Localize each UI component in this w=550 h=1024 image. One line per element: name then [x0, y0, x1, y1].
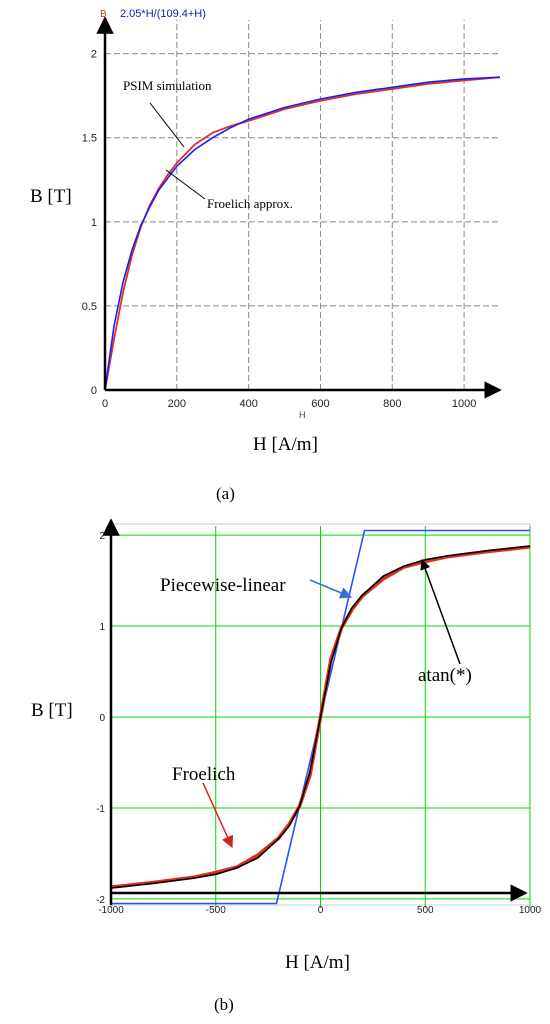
- chart-a-annotation-froelich-pointer: [165, 169, 206, 200]
- chart-b-xtick-label: 500: [417, 905, 434, 916]
- chart-a-xtick-label: 200: [168, 398, 186, 410]
- chart-b-xtick-label: -500: [206, 905, 226, 916]
- chart-a-annotation-froelich: Froelich approx.: [207, 196, 293, 211]
- chart-b-annotation-piecewise: Piecewise-linear: [160, 575, 286, 596]
- chart-b-series-atan: [110, 545, 531, 889]
- chart-a-series-psim-simulation: [104, 76, 501, 391]
- chart-a-ytick-label: 0: [91, 385, 97, 397]
- caption-b: (b): [214, 995, 234, 1014]
- chart-b-xtick-label: 1000: [519, 905, 542, 916]
- chart-b-ylabel: B [T]: [31, 700, 73, 721]
- caption-a: (a): [216, 484, 235, 503]
- chart-a-xtick-label: 0: [102, 398, 108, 410]
- chart-a-ytick-label: 2: [91, 49, 97, 61]
- chart-b-ytick-label: -1: [96, 804, 105, 815]
- chart-a: 0 200 400 600 800 1000 0 0.5 1 1.5 2 B 2.05*H/(109…: [30, 8, 502, 455]
- chart-a-tick-labels: 0 200 400 600 800 1000 0 0.5 1 1.5 2: [82, 49, 477, 410]
- chart-b-series: [110, 529, 531, 905]
- chart-a-xtick-label: 600: [311, 398, 329, 410]
- chart-b-annotation-piecewise-arrow: [309, 579, 353, 599]
- chart-a-annotation-psim-pointer: [149, 102, 185, 148]
- chart-a-xtick-label: 800: [383, 398, 401, 410]
- chart-a-xlabel: H [A/m]: [253, 434, 318, 455]
- chart-b-xlabel: H [A/m]: [285, 952, 350, 973]
- chart-a-annotation-psim: PSIM simulation: [123, 78, 212, 93]
- chart-a-ytick-label: 1: [91, 217, 97, 229]
- chart-b-annotation-froelich-arrow: [202, 782, 234, 849]
- chart-a-series: [104, 76, 501, 391]
- chart-a-series-froelich-approx: [104, 76, 501, 391]
- chart-a-ylabel: B [T]: [30, 186, 72, 207]
- chart-a-header-formula: 2.05*H/(109.4+H): [120, 8, 206, 20]
- chart-a-xtick-label: 400: [239, 398, 257, 410]
- chart-b-annotation-atan-arrow: [420, 559, 461, 665]
- chart-b-ytick-label: 2: [99, 531, 105, 542]
- chart-b-ytick-label: 1: [99, 622, 105, 633]
- chart-b: -1000 -500 0 500 1000 -2 -1 0 1 2 Piecewise-linea…: [31, 518, 542, 973]
- chart-a-grid: [104, 20, 500, 391]
- chart-a-header-var: B: [100, 9, 107, 20]
- chart-a-ytick-label: 1.5: [82, 133, 97, 145]
- chart-b-annotation-froelich: Froelich: [172, 764, 236, 785]
- chart-b-ytick-label: -2: [96, 895, 105, 906]
- chart-a-xtick-label: 1000: [452, 398, 476, 410]
- chart-b-ytick-label: 0: [99, 713, 105, 724]
- chart-b-tick-labels: -1000 -500 0 500 1000 -2 -1 0 1 2: [96, 531, 541, 916]
- chart-a-axis-name: H: [299, 410, 306, 420]
- chart-b-xtick-label: 0: [318, 905, 324, 916]
- chart-b-grid: [110, 526, 531, 908]
- chart-b-xtick-label: -1000: [98, 905, 124, 916]
- chart-b-annotation-atan: atan(*): [418, 665, 472, 686]
- chart-a-ytick-label: 0.5: [82, 301, 97, 313]
